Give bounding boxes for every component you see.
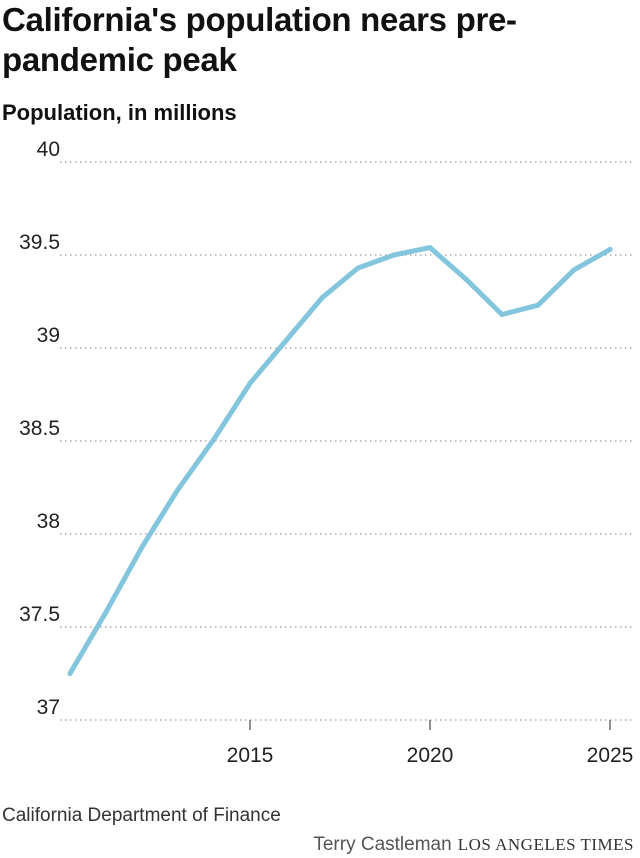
data-point: [319, 295, 325, 301]
line-chart: 37 37.5 38 38.5 39 39.5 40 2015 2020 2025: [19, 140, 634, 767]
y-tick-label: 39.5: [19, 231, 60, 254]
x-tick-label: 2020: [407, 744, 454, 767]
y-tick-label: 37.5: [19, 603, 60, 626]
gridlines: [60, 161, 632, 721]
y-tick-label: 39: [37, 324, 60, 347]
data-point: [211, 436, 217, 442]
y-tick-label: 40: [37, 140, 60, 161]
data-point: [499, 312, 505, 318]
chart-subtitle: Population, in millions: [2, 100, 237, 125]
y-axis-ticks: 37 37.5 38 38.5 39 39.5 40: [19, 140, 60, 719]
data-point: [139, 544, 145, 550]
data-point: [67, 671, 73, 676]
y-tick-label: 38: [37, 510, 60, 533]
credit-line: Terry Castleman LOS ANGELES TIMES: [313, 833, 634, 858]
x-tick-label: 2025: [587, 744, 634, 767]
data-point: [283, 338, 289, 344]
y-tick-label: 37: [37, 696, 60, 719]
data-point: [175, 486, 181, 492]
data-point: [571, 267, 577, 273]
x-axis-ticks: 2015 2020 2025: [227, 720, 634, 767]
byline: Terry Castleman: [313, 834, 452, 855]
series-line: [67, 245, 613, 676]
data-point: [463, 276, 469, 282]
data-point: [607, 246, 613, 252]
data-point: [427, 245, 433, 251]
data-point: [535, 302, 541, 308]
y-tick-label: 38.5: [19, 417, 60, 440]
data-point: [103, 609, 109, 615]
masthead-logo: LOS ANGELES TIMES: [457, 835, 634, 854]
data-point: [391, 252, 397, 258]
data-point: [247, 380, 253, 386]
chart-title: California's population nears pre-pandem…: [2, 1, 517, 78]
series-layer: [67, 245, 613, 676]
x-tick-label: 2015: [227, 744, 274, 767]
data-point: [355, 265, 361, 271]
source-note: California Department of Finance: [2, 805, 281, 826]
